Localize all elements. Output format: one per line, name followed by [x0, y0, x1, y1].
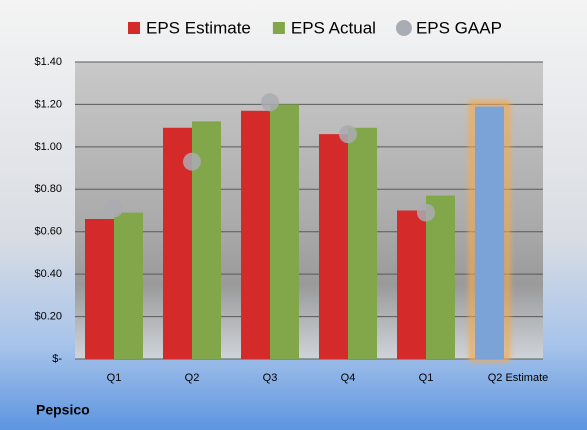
y-tick-label: $1.20 — [34, 98, 62, 110]
bar — [319, 134, 348, 359]
x-tick-label: Q1 — [107, 372, 122, 384]
bar — [270, 104, 299, 359]
legend-label: EPS Estimate — [146, 18, 251, 37]
x-tick-label: Q1 — [419, 372, 434, 384]
bar — [241, 110, 270, 360]
bar — [426, 195, 455, 359]
legend-label: EPS GAAP — [416, 18, 502, 37]
y-tick-label: $1.40 — [34, 56, 62, 68]
legend-label: EPS Actual — [291, 18, 376, 37]
bar — [475, 106, 504, 359]
legend-marker — [128, 22, 140, 34]
x-tick-label: Q4 — [341, 372, 356, 384]
y-tick-label: $0.20 — [34, 310, 62, 322]
scatter-point — [417, 203, 435, 222]
y-tick-label: $1.00 — [34, 141, 62, 153]
scatter-point — [183, 152, 201, 171]
bar — [348, 127, 377, 359]
legend-marker — [272, 22, 285, 34]
bar — [397, 210, 426, 359]
y-tick-label: $0.60 — [34, 226, 62, 238]
bar — [114, 212, 143, 359]
scatter-point — [261, 93, 279, 112]
x-tick-label: Q2 Estimate — [488, 372, 549, 384]
plot-area — [75, 62, 543, 359]
x-tick-label: Q2 — [185, 372, 200, 384]
scatter-point — [339, 125, 357, 144]
y-tick-label: $0.80 — [34, 183, 62, 195]
footer: Pepsico — [36, 402, 90, 418]
y-tick-label: $- — [52, 353, 62, 365]
x-tick-label: Q3 — [263, 372, 278, 384]
y-tick-label: $0.40 — [34, 268, 62, 280]
scatter-point — [105, 199, 123, 218]
legend-marker — [395, 20, 412, 36]
bar — [85, 218, 114, 359]
